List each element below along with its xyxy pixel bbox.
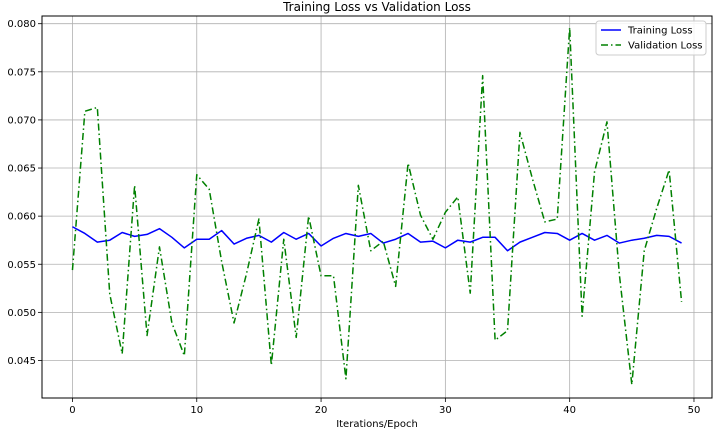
y-tick-label: 0.050 [7, 308, 36, 319]
x-tick-label: 30 [439, 405, 452, 416]
axis-ticks: 0 10 20 30 40 50 0.045 0.050 0.055 0.060 0.065 0.07… [7, 19, 700, 416]
x-tick-label: 50 [688, 405, 701, 416]
y-tick-label: 0.070 [7, 115, 36, 126]
series-group [71, 26, 683, 386]
x-tick-label: 0 [69, 405, 75, 416]
y-tick-label: 0.075 [7, 67, 36, 78]
chart-title: Training Loss vs Validation Loss [282, 0, 471, 14]
legend: Training Loss Validation Loss [595, 20, 707, 56]
y-tick-label: 0.055 [7, 260, 36, 271]
x-axis-label: Iterations/Epoch [336, 419, 418, 430]
x-tick-label: 40 [563, 405, 576, 416]
series-line-validation-loss [71, 26, 683, 386]
y-tick-label: 0.065 [7, 164, 36, 175]
legend-label: Validation Loss [628, 41, 703, 52]
x-tick-label: 10 [190, 405, 203, 416]
legend-label: Training Loss [627, 26, 693, 37]
legend-box [595, 20, 707, 56]
y-tick-label: 0.060 [7, 212, 36, 223]
y-tick-label: 0.045 [7, 356, 36, 367]
series-line-training-loss [72, 226, 682, 252]
y-tick-label: 0.080 [7, 19, 36, 30]
plot-frame [41, 15, 713, 399]
x-tick-label: 20 [315, 405, 328, 416]
